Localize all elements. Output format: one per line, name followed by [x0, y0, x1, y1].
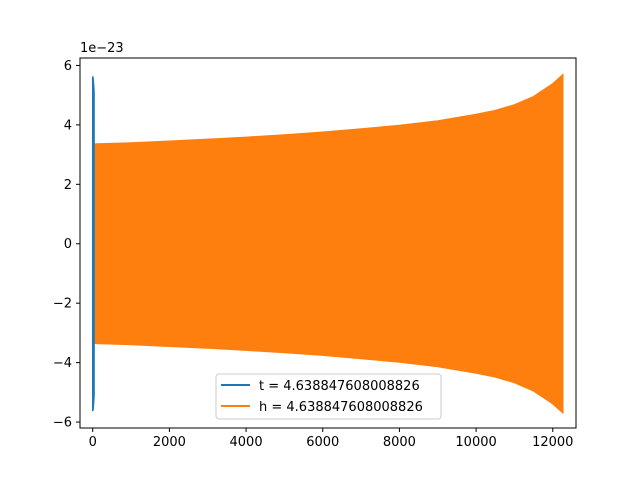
- legend-label-t: t = 4.638847608008826: [259, 379, 420, 394]
- x-tick-label: 6000: [306, 435, 339, 450]
- y-tick-label: −2: [53, 297, 72, 312]
- x-tick-label: 12000: [532, 435, 573, 450]
- legend-box: [215, 373, 442, 420]
- y-tick-label: −4: [53, 356, 72, 371]
- x-tick-label: 0: [89, 435, 97, 450]
- axes-frame: [79, 57, 577, 429]
- y-tick-label: 2: [64, 178, 72, 193]
- series-envelope-0: [91, 76, 95, 412]
- series-envelope-1: [91, 73, 564, 415]
- y-tick-label: 6: [64, 59, 72, 74]
- y-tick-label: 0: [64, 237, 72, 252]
- x-tick-label: 4000: [230, 435, 263, 450]
- axis-ticks: 0 2000 4000 6000 8000 10000 12000 −6 −4 −2 0 2 4 6: [53, 59, 574, 450]
- legend: t = 4.638847608008826 h = 4.638847608008…: [215, 373, 442, 420]
- plot-area: [91, 73, 564, 415]
- y-scale-label: 1e−23: [80, 41, 124, 56]
- x-tick-label: 2000: [153, 435, 186, 450]
- x-tick-label: 10000: [455, 435, 496, 450]
- y-tick-label: 4: [64, 118, 72, 133]
- legend-label-h: h = 4.638847608008826: [259, 400, 423, 415]
- y-tick-label: −6: [53, 416, 72, 431]
- x-tick-label: 8000: [383, 435, 416, 450]
